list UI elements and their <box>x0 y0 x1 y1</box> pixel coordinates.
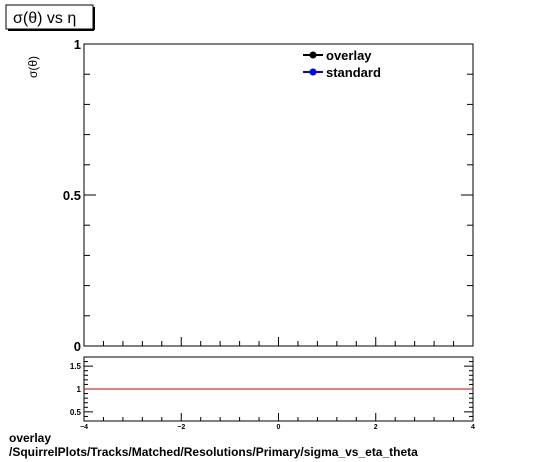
main-y-ticks: 00.51 <box>63 37 473 354</box>
legend-entry-standard: standard <box>303 65 381 80</box>
ratio-x-ticks: −4 −2 0 2 4 <box>80 413 475 431</box>
legend-marker-standard <box>309 68 317 76</box>
main-y-tick-label: 0 <box>74 339 81 354</box>
ratio-y-tick-label: 1 <box>77 385 82 394</box>
main-y-tick-label: 0.5 <box>63 188 81 203</box>
title-box <box>5 4 94 30</box>
legend-label-standard: standard <box>326 65 381 80</box>
legend: overlay standard <box>303 48 381 80</box>
main-plot-frame <box>83 43 474 347</box>
ratio-y-tick-label: 1.5 <box>70 362 82 371</box>
footer-caption: overlay /SquirrelPlots/Tracks/Matched/Re… <box>9 431 418 459</box>
ratio-x-tick-label: 4 <box>471 424 475 431</box>
chart-title: σ(θ) vs η <box>13 10 76 27</box>
legend-marker-overlay <box>309 51 317 59</box>
y-axis-label: σ(θ) <box>26 56 40 78</box>
ratio-x-tick-label: 2 <box>374 424 378 431</box>
main-x-ticks <box>83 337 474 346</box>
footer-line-2: /SquirrelPlots/Tracks/Matched/Resolution… <box>9 444 418 459</box>
ratio-y-tick-label: 0.5 <box>70 408 82 417</box>
legend-entry-overlay: overlay <box>303 48 372 63</box>
ratio-x-tick-label: −4 <box>80 424 88 431</box>
main-y-tick-label: 1 <box>74 37 81 52</box>
ratio-x-tick-label: −2 <box>177 424 185 431</box>
ratio-x-tick-label: 0 <box>277 424 281 431</box>
footer-line-1: overlay <box>9 431 52 445</box>
legend-label-overlay: overlay <box>326 48 372 63</box>
